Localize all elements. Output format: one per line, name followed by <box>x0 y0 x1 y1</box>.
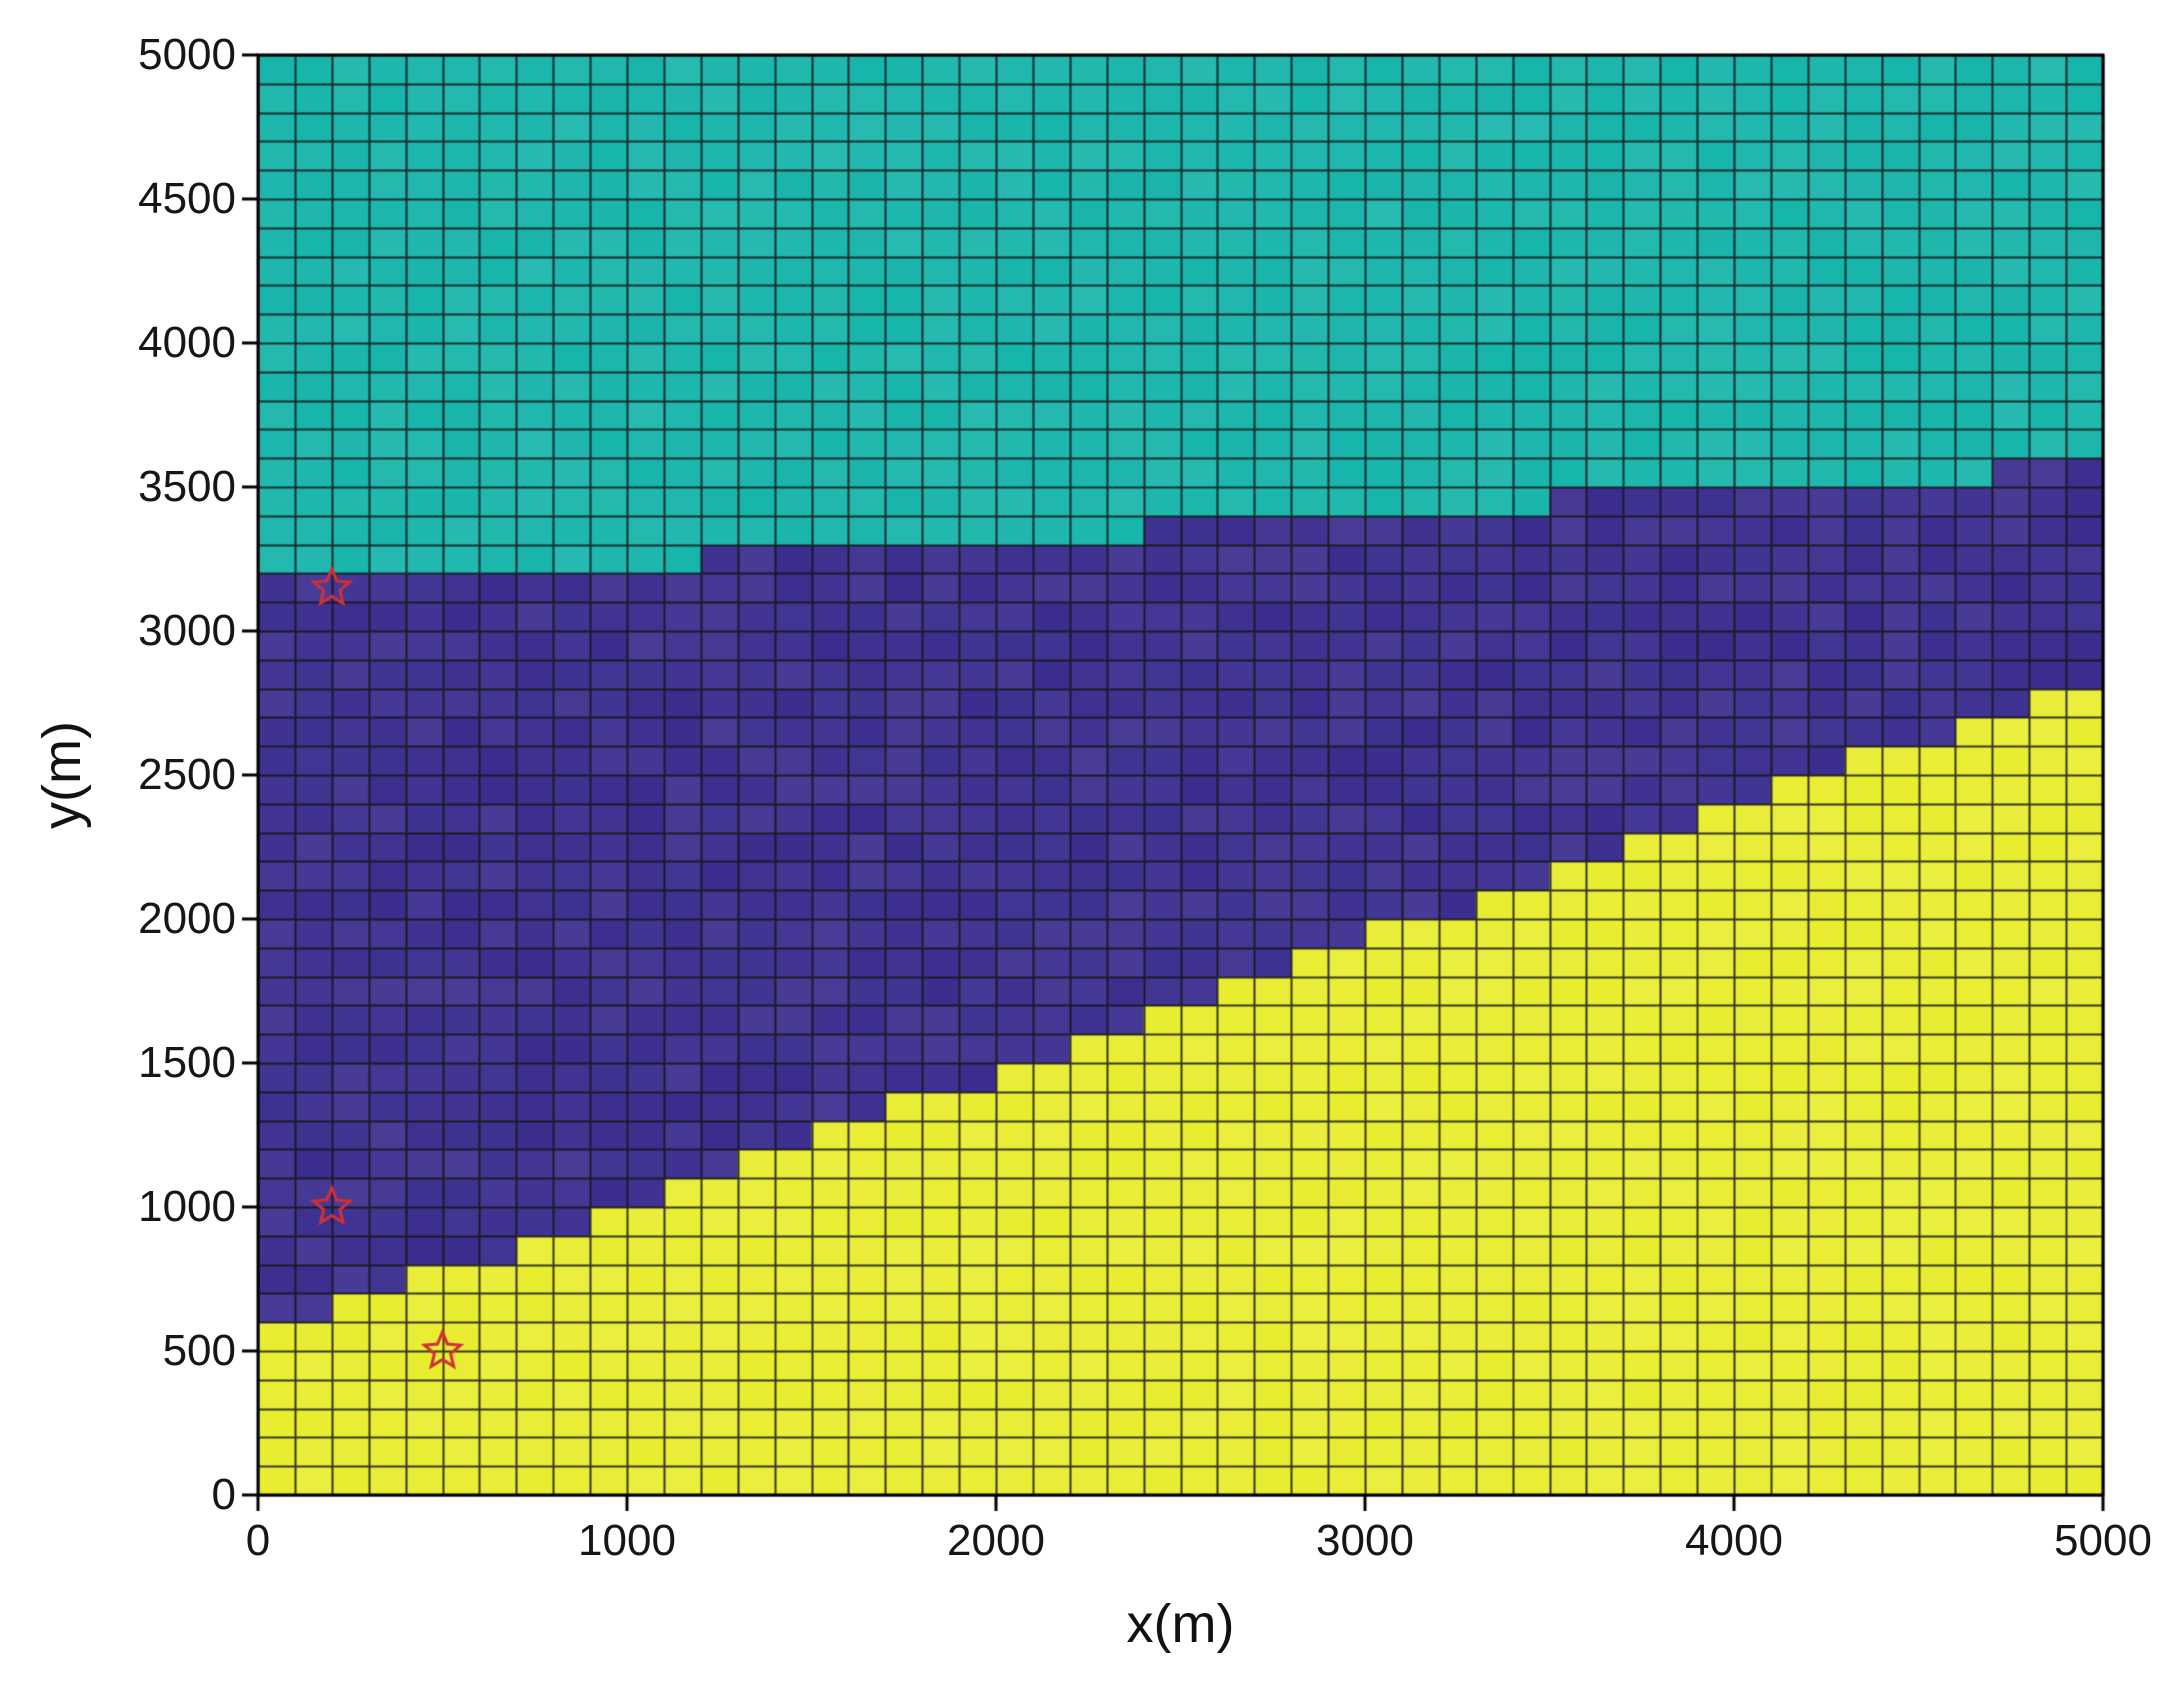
y-tick-label: 500 <box>162 1326 236 1375</box>
x-tick-label: 1000 <box>578 1516 676 1565</box>
x-tick-label: 0 <box>245 1516 271 1565</box>
y-tick-label: 1500 <box>138 1038 236 1087</box>
y-axis-label: y(m) <box>32 721 92 829</box>
x-tick-label: 3000 <box>1316 1516 1414 1565</box>
x-tick-label: 4000 <box>1685 1516 1783 1565</box>
y-tick-label: 4500 <box>138 174 236 223</box>
x-axis-label: x(m) <box>1126 1594 1235 1654</box>
y-tick-label: 3000 <box>138 606 236 655</box>
y-tick-label: 4000 <box>138 318 236 367</box>
y-tick-label: 0 <box>211 1470 236 1519</box>
y-tick-label: 2500 <box>138 750 236 799</box>
y-tick-label: 1000 <box>138 1182 236 1231</box>
y-tick-label: 2000 <box>138 894 236 943</box>
y-tick-label: 5000 <box>138 30 236 79</box>
y-tick-label: 3500 <box>138 462 236 511</box>
x-tick-label: 5000 <box>2054 1516 2152 1565</box>
x-tick-label: 2000 <box>947 1516 1045 1565</box>
